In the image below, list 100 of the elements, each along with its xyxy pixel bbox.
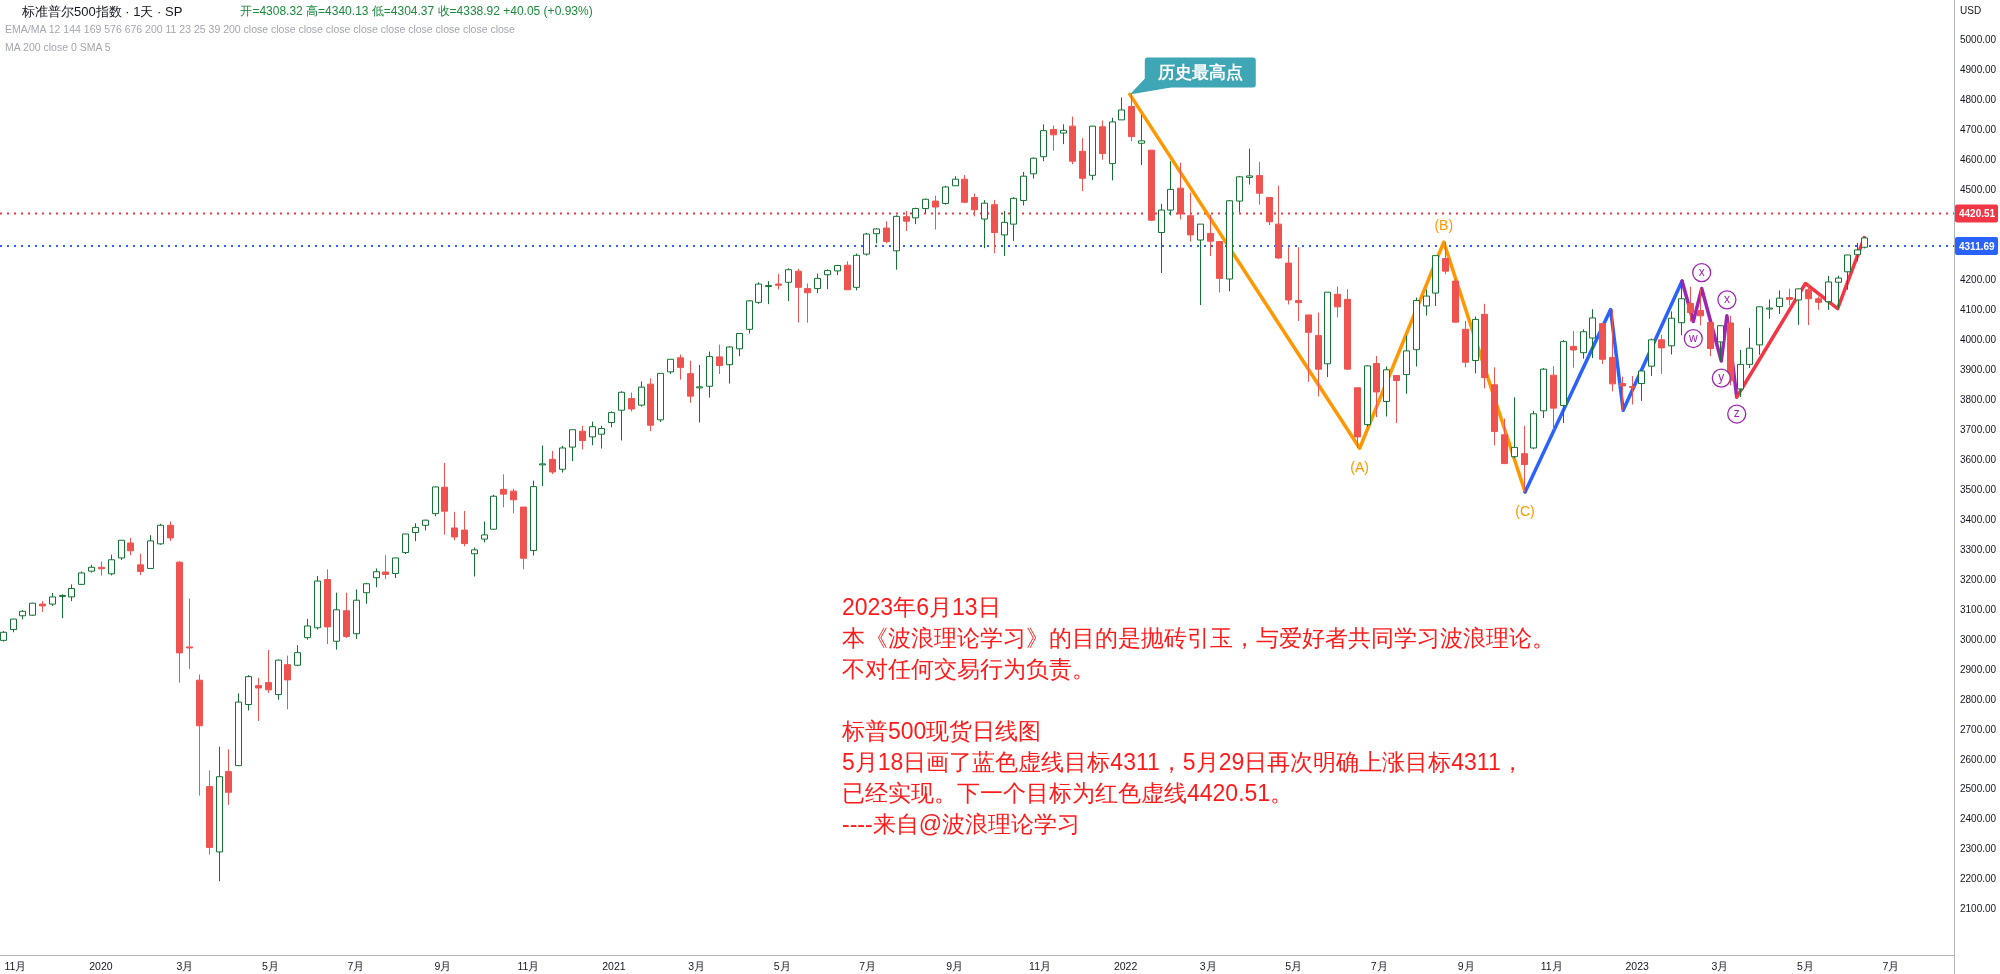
candlestick (1030, 156, 1037, 180)
candlestick (1432, 255, 1439, 307)
candlestick (726, 345, 733, 385)
candlestick (1423, 288, 1430, 317)
x-tick-label: 11月 (1540, 960, 1563, 972)
candlestick (1226, 199, 1233, 292)
candlestick (1128, 93, 1135, 142)
candlestick (1246, 148, 1253, 186)
candlestick (382, 554, 389, 580)
candlestick (1060, 123, 1067, 145)
annotation: y (1718, 370, 1725, 385)
y-tick-label: 3500.00 (1960, 483, 1997, 495)
x-tick-label: 3月 (688, 960, 706, 972)
candlestick (1550, 365, 1557, 431)
candlestick (520, 506, 527, 570)
candlestick (1678, 280, 1685, 336)
candlestick (559, 445, 566, 474)
candlestick (412, 522, 419, 542)
candlestick (1266, 196, 1273, 226)
x-tick-label: 9月 (434, 960, 452, 972)
y-tick-label: 2500.00 (1960, 783, 1997, 795)
candlestick (814, 273, 821, 294)
candlestick (1560, 339, 1567, 424)
candlestick (1305, 314, 1312, 383)
annotation: x (1698, 264, 1705, 279)
candlestick (392, 557, 399, 579)
annotation: 5月18日画了蓝色虚线目标4311，5月29日再次明确上涨目标4311， (842, 749, 1524, 775)
candlestick (1256, 161, 1263, 206)
candlestick (1717, 324, 1724, 362)
candlestick (510, 488, 517, 514)
candlestick (1167, 160, 1174, 216)
y-tick-label: 2200.00 (1960, 873, 1997, 885)
candlestick (1452, 278, 1459, 323)
note-callout: 历史最高点 (1129, 57, 1256, 95)
ref-line-label: 4311.69 (1959, 240, 1996, 252)
candlestick (255, 677, 262, 722)
x-tick-label: 2020 (89, 960, 113, 972)
candlestick (500, 473, 507, 508)
candlestick (265, 649, 272, 694)
candlestick (706, 351, 713, 399)
candlestick (893, 214, 900, 271)
candlestick (176, 560, 183, 684)
candlestick (736, 333, 743, 357)
candlestick (1776, 289, 1783, 315)
x-tick-label: 11月 (517, 960, 540, 972)
candlestick (1187, 192, 1194, 243)
candlestick (108, 554, 115, 576)
candlestick (1403, 335, 1410, 395)
candlestick (1158, 203, 1165, 274)
x-tick-label: 5月 (1797, 960, 1814, 972)
candlestick (883, 220, 890, 244)
candlestick (1795, 288, 1802, 326)
candlestick (1089, 125, 1096, 181)
y-tick-label: 3100.00 (1960, 603, 1997, 615)
ref-line-label: 4420.51 (1959, 208, 1996, 219)
candlestick (118, 539, 125, 561)
candlestick (1275, 185, 1282, 260)
candlestick (1354, 387, 1361, 449)
candlestick (1707, 321, 1714, 357)
annotation: 标普500现货日线图 (841, 718, 1042, 744)
candlestick (402, 533, 409, 555)
candlestick (461, 510, 468, 547)
candlestick (1177, 162, 1184, 220)
candlestick (333, 592, 340, 651)
x-tick-label: 3月 (176, 960, 194, 972)
candlestick (1697, 288, 1704, 326)
candlestick (1815, 295, 1822, 311)
chart-subtitle: 开=4308.32 高=4340.13 低=4304.37 收=4338.92 +40.05 (+0.93%) (240, 4, 593, 18)
candlestick (598, 425, 605, 450)
candlestick (618, 390, 625, 441)
candlestick (353, 588, 360, 640)
annotation: x (1723, 291, 1730, 306)
annotation: 已经实现。下一个目标为红色虚线4420.51。 (842, 780, 1294, 806)
candlestick (1629, 375, 1636, 406)
candlestick (1501, 418, 1508, 465)
candlestick (716, 344, 723, 375)
candlestick (765, 280, 772, 305)
x-tick-label: 7月 (1882, 960, 1900, 972)
candlestick (1207, 214, 1214, 257)
candlestick (1766, 298, 1773, 320)
candlestick (1491, 366, 1498, 446)
candlestick (304, 618, 311, 641)
note-circle: w (1683, 328, 1703, 349)
note-circle: z (1727, 404, 1747, 424)
candlestick (49, 592, 56, 607)
candlestick (687, 360, 694, 404)
y-tick-label: 2700.00 (1960, 723, 1997, 735)
annotation: (A) (1350, 459, 1370, 476)
annotation: (C) (1515, 503, 1535, 520)
candlestick (1334, 285, 1341, 318)
candlestick (314, 575, 321, 631)
candlestick (1746, 327, 1753, 369)
candlestick (1511, 396, 1518, 459)
candlestick (1599, 323, 1606, 365)
candlestick (343, 592, 350, 639)
candlestick (628, 392, 635, 412)
x-tick-label: 2023 (1625, 960, 1650, 972)
candlestick (755, 281, 762, 305)
candlestick (216, 746, 223, 882)
candlestick (1079, 137, 1086, 192)
